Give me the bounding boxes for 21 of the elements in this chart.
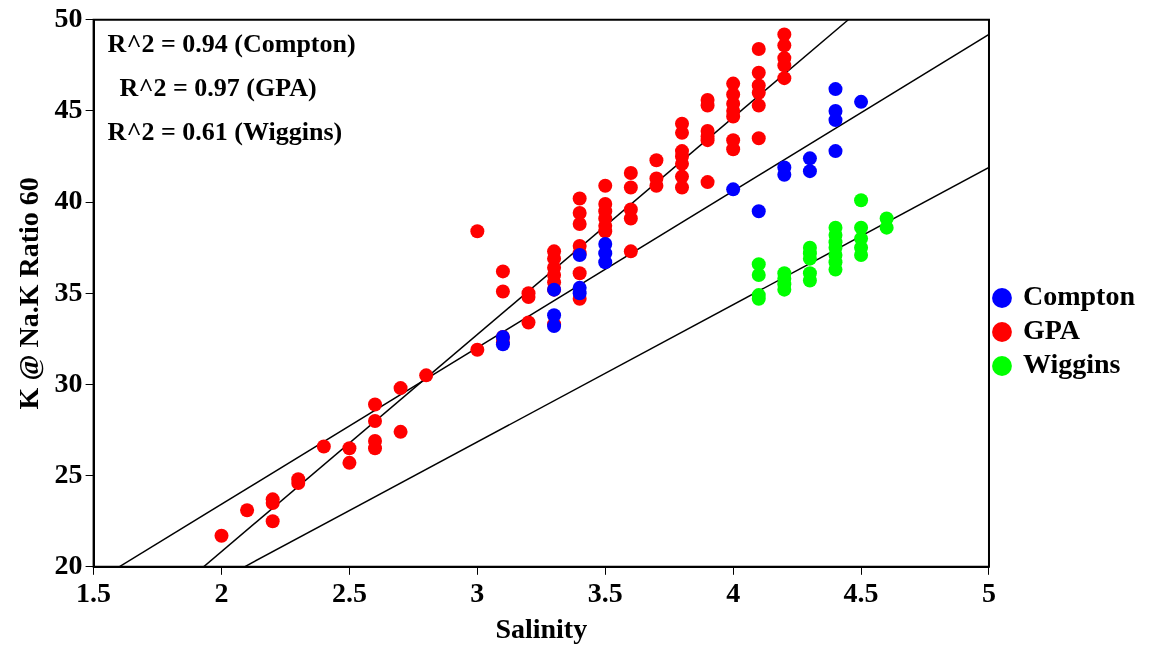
legend-label: GPA (1022, 314, 1081, 346)
x-tick-label: 4 (726, 576, 741, 608)
y-tick-label: 45 (54, 93, 83, 125)
y-tick-label: 30 (54, 366, 83, 398)
annotation: R^2 = 0.97 (GPA) (119, 72, 317, 102)
x-tick-label: 2 (214, 576, 229, 608)
x-tick-label: 5 (981, 576, 996, 608)
x-tick-label: 3.5 (587, 576, 623, 608)
y-tick-label: 40 (54, 184, 83, 216)
x-tick-label: 4.5 (843, 576, 879, 608)
y-tick-label: 50 (54, 2, 83, 34)
legend-label: Compton (1022, 280, 1136, 312)
y-axis-title: K @ Na.K Ratio 60 (13, 177, 45, 410)
x-tick-label: 3 (470, 576, 485, 608)
x-axis-title: Salinity (495, 613, 588, 645)
x-tick-label: 2.5 (331, 576, 367, 608)
legend-label: Wiggins (1022, 348, 1121, 380)
y-tick-label: 25 (54, 457, 83, 489)
annotation: R^2 = 0.94 (Compton) (107, 28, 356, 58)
annotation: R^2 = 0.61 (Wiggins) (107, 116, 343, 146)
y-tick-label: 35 (54, 275, 83, 307)
